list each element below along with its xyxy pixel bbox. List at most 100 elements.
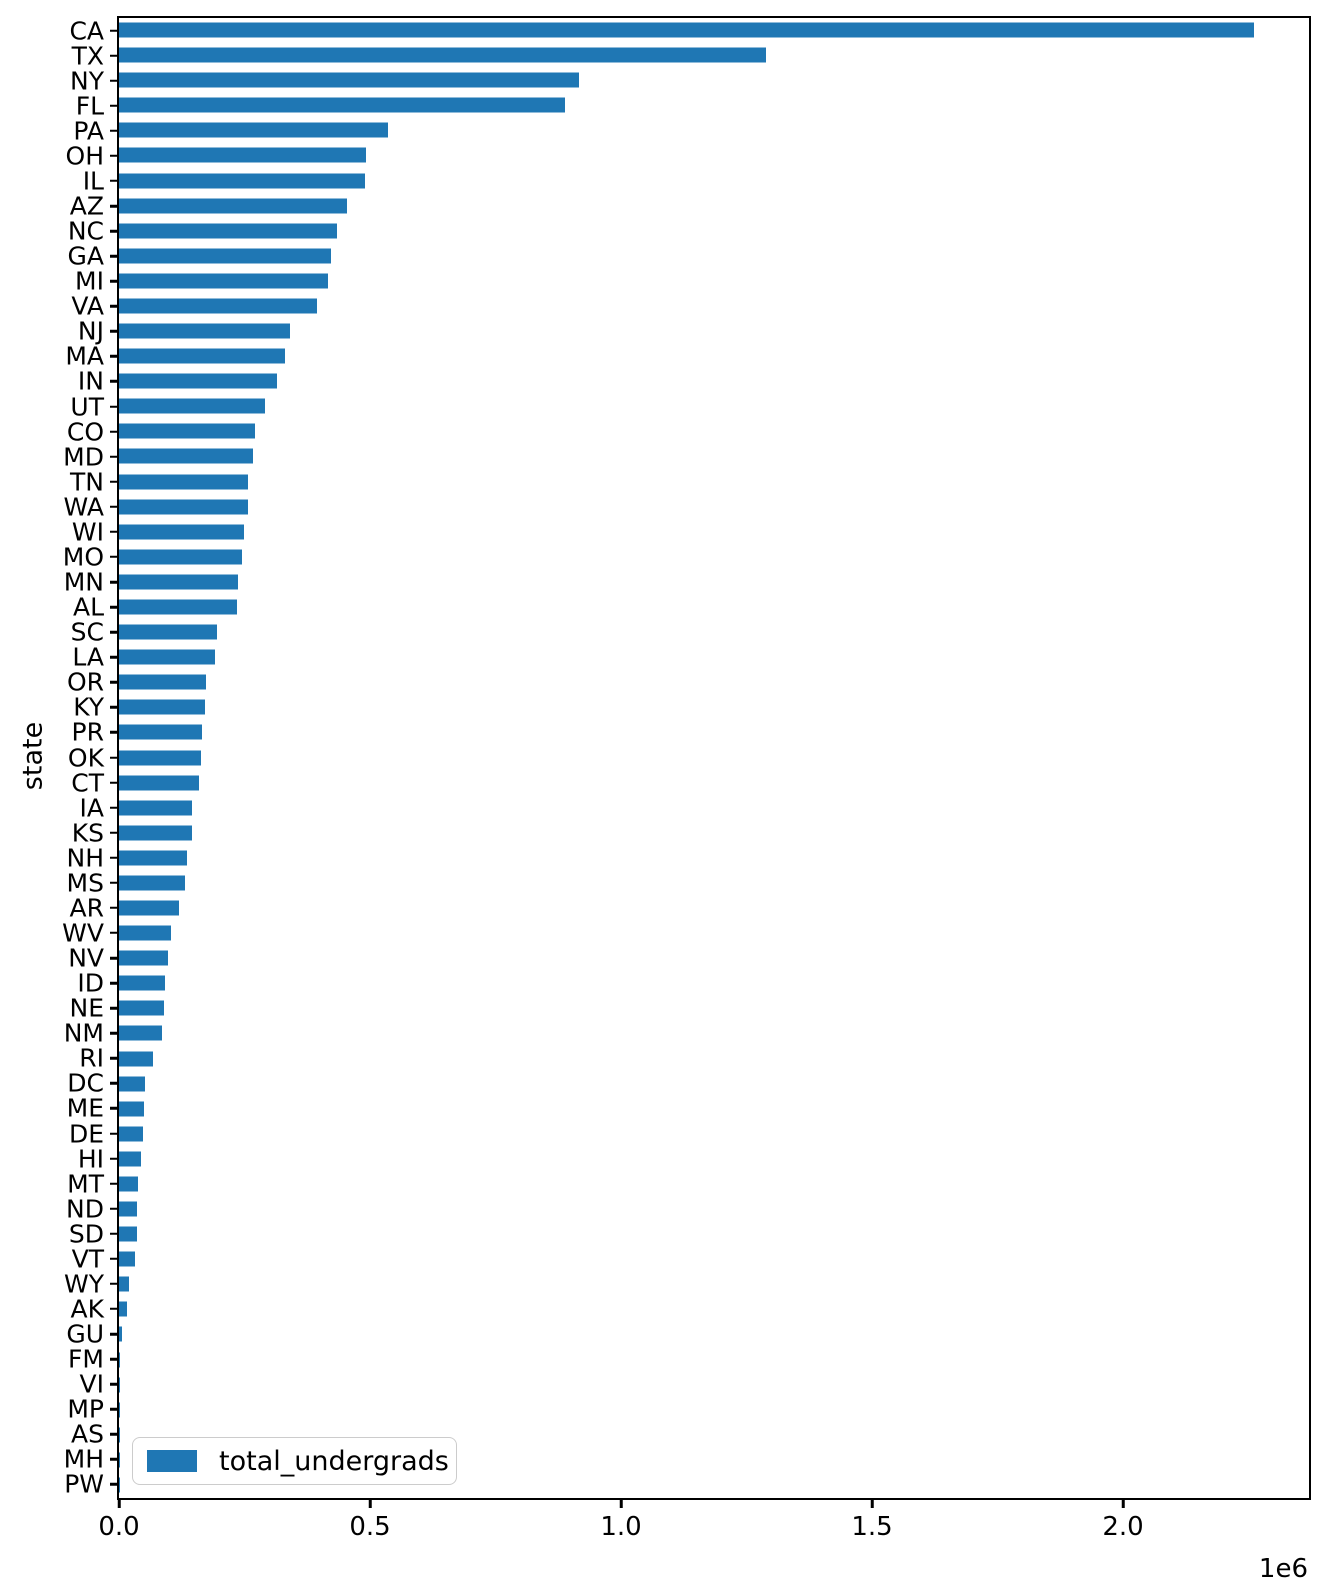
- ytick-label-AK: AK: [70, 1294, 105, 1324]
- bar-WV: [118, 925, 171, 941]
- bar-FM: [118, 1352, 120, 1368]
- bar-MT: [118, 1176, 138, 1192]
- ytick-label-LA: LA: [72, 642, 104, 672]
- ytick-label-KY: KY: [73, 692, 104, 722]
- bar-IN: [118, 373, 278, 389]
- ytick-MD: [109, 455, 117, 458]
- ytick-CT: [109, 781, 117, 784]
- ytick-MA: [109, 355, 117, 358]
- ytick-NC: [109, 229, 117, 233]
- ytick-label-MN: MN: [63, 567, 104, 597]
- ytick-label-KS: KS: [71, 818, 104, 848]
- ytick-label-WA: WA: [63, 492, 104, 522]
- ytick-MS: [109, 881, 117, 885]
- y-axis-tick-labels: CA TX NY FL PA OH IL AZ NC GA MI VA NJ MA IN UT CO MD TN WA…: [0, 18, 104, 1497]
- bar-SC: [118, 624, 218, 640]
- ytick-label-UT: UT: [70, 392, 104, 422]
- bar-FL: [118, 97, 565, 113]
- ytick-label-ME: ME: [66, 1093, 104, 1123]
- ytick-VT: [109, 1257, 117, 1261]
- ytick-label-GU: GU: [66, 1319, 104, 1349]
- ytick-label-TX: TX: [71, 41, 104, 71]
- ytick-GU: [109, 1332, 117, 1336]
- plot-area: [116, 15, 1311, 1500]
- bar-OR: [118, 674, 206, 690]
- ytick-label-SC: SC: [70, 617, 104, 647]
- bar-NM: [118, 1025, 162, 1041]
- ytick-IN: [109, 380, 117, 383]
- ytick-KS: [109, 831, 117, 834]
- ytick-NM: [109, 1031, 117, 1035]
- legend-label: total_undergrads: [219, 1445, 449, 1477]
- xtick-label-0.0: 0.0: [98, 1512, 140, 1542]
- ytick-HI: [109, 1157, 117, 1160]
- xtick-1.5: [870, 1499, 874, 1508]
- bar-GA: [118, 248, 331, 264]
- bar-MS: [118, 875, 185, 891]
- ytick-label-FM: FM: [68, 1344, 104, 1374]
- bar-WI: [118, 524, 244, 540]
- xtick-label-1.0: 1.0: [600, 1512, 642, 1542]
- xtick-0.5: [368, 1499, 372, 1508]
- ytick-label-MP: MP: [67, 1394, 104, 1424]
- ytick-label-CT: CT: [71, 768, 104, 798]
- ytick-PW: [109, 1483, 117, 1486]
- ytick-VI: [109, 1382, 117, 1386]
- ytick-MT: [109, 1182, 117, 1185]
- ytick-FM: [109, 1357, 117, 1361]
- ytick-label-VA: VA: [71, 291, 104, 321]
- ytick-AZ: [109, 204, 117, 208]
- ytick-label-AZ: AZ: [69, 191, 104, 221]
- bar-MD: [118, 448, 253, 464]
- ytick-AL: [109, 605, 117, 609]
- ytick-SD: [109, 1232, 117, 1236]
- ytick-OR: [109, 681, 117, 684]
- bar-MI: [118, 273, 328, 289]
- bar-AL: [118, 599, 238, 615]
- bar-DE: [118, 1126, 143, 1142]
- xtick-1.0: [619, 1499, 623, 1508]
- ytick-ID: [109, 981, 117, 985]
- ytick-IA: [109, 806, 117, 809]
- legend: total_undergrads: [132, 1437, 457, 1485]
- ytick-RI: [109, 1057, 117, 1060]
- bar-SD: [118, 1226, 138, 1242]
- ytick-label-NM: NM: [63, 1018, 104, 1048]
- ytick-label-VT: VT: [71, 1244, 104, 1274]
- bar-NH: [118, 850, 187, 866]
- bar-NJ: [118, 323, 290, 339]
- ytick-AR: [109, 906, 117, 910]
- bar-IA: [118, 800, 193, 816]
- ytick-MO: [109, 555, 117, 559]
- xtick-label-0.5: 0.5: [349, 1512, 391, 1542]
- bar-GU: [118, 1326, 122, 1342]
- ytick-label-GA: GA: [67, 241, 104, 271]
- bar-CA: [118, 22, 1254, 38]
- ytick-label-AR: AR: [69, 893, 104, 923]
- xtick-label-2.0: 2.0: [1102, 1512, 1144, 1542]
- ytick-NV: [109, 956, 117, 960]
- bar-IL: [118, 173, 365, 189]
- bar-NV: [118, 950, 168, 966]
- ytick-WY: [109, 1282, 117, 1286]
- bar-WA: [118, 499, 248, 515]
- bar-AK: [118, 1301, 127, 1317]
- xtick-2.0: [1121, 1499, 1125, 1508]
- ytick-TN: [109, 480, 117, 483]
- ytick-GA: [109, 254, 117, 258]
- bar-AR: [118, 900, 179, 916]
- ytick-OK: [109, 756, 117, 759]
- ytick-label-WY: WY: [64, 1269, 104, 1299]
- bar-UT: [118, 398, 266, 414]
- ytick-IL: [109, 179, 117, 183]
- ytick-label-CO: CO: [66, 417, 104, 447]
- ytick-label-MO: MO: [62, 542, 104, 572]
- ytick-WV: [109, 931, 117, 935]
- ytick-label-IA: IA: [79, 793, 104, 823]
- ytick-MN: [109, 580, 117, 584]
- ytick-MI: [109, 279, 117, 283]
- bar-HI: [118, 1151, 141, 1167]
- y-axis-ticks: [109, 18, 117, 1497]
- ytick-label-MD: MD: [63, 442, 104, 472]
